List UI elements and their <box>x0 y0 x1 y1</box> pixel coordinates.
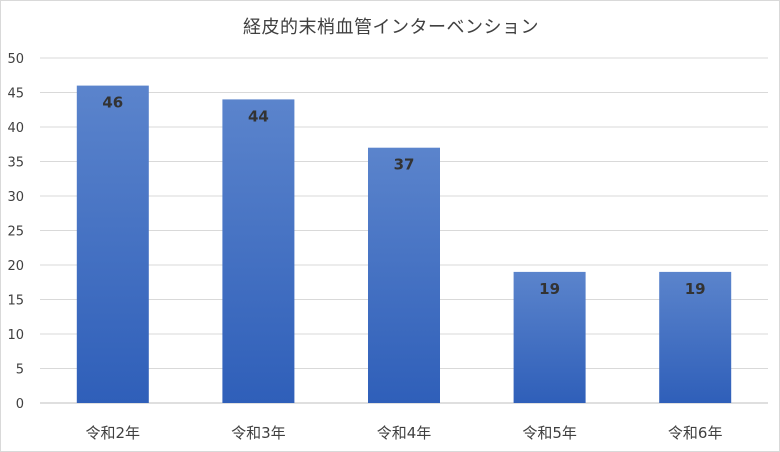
bar <box>659 271 732 403</box>
y-tick-label: 20 <box>7 259 24 274</box>
y-tick-label: 45 <box>7 87 24 102</box>
chart-title: 経皮的末梢血管インターベンション <box>243 17 539 38</box>
bar <box>222 99 295 404</box>
bar-value-label: 37 <box>394 156 415 174</box>
y-tick-label: 35 <box>7 156 24 171</box>
y-tick-label: 50 <box>7 52 24 67</box>
x-tick-label: 令和4年 <box>377 424 432 442</box>
x-tick-label: 令和2年 <box>86 424 141 442</box>
y-tick-label: 30 <box>7 190 24 205</box>
bar <box>513 271 586 403</box>
y-tick-label: 25 <box>7 225 24 240</box>
bar-value-label: 19 <box>685 280 706 298</box>
y-tick-label: 5 <box>16 363 24 378</box>
data-labels: 46 44 37 19 19 <box>102 94 705 298</box>
y-tick-label: 40 <box>7 121 24 136</box>
bars <box>76 85 732 404</box>
x-tick-label: 令和3年 <box>231 424 286 442</box>
bar-value-label: 19 <box>539 280 560 298</box>
x-tick-label: 令和5年 <box>522 424 577 442</box>
x-axis-ticks: 令和2年 令和3年 令和4年 令和5年 令和6年 <box>86 424 723 442</box>
y-tick-label: 0 <box>16 397 24 412</box>
x-tick-label: 令和6年 <box>668 424 723 442</box>
bar <box>368 147 440 403</box>
bar-value-label: 46 <box>102 94 123 112</box>
y-tick-label: 15 <box>7 294 24 309</box>
y-axis-ticks: 0 5 10 15 20 25 30 35 40 45 50 <box>7 52 24 412</box>
bar <box>76 85 149 403</box>
bar-value-label: 44 <box>248 107 269 125</box>
y-tick-label: 10 <box>7 328 24 343</box>
